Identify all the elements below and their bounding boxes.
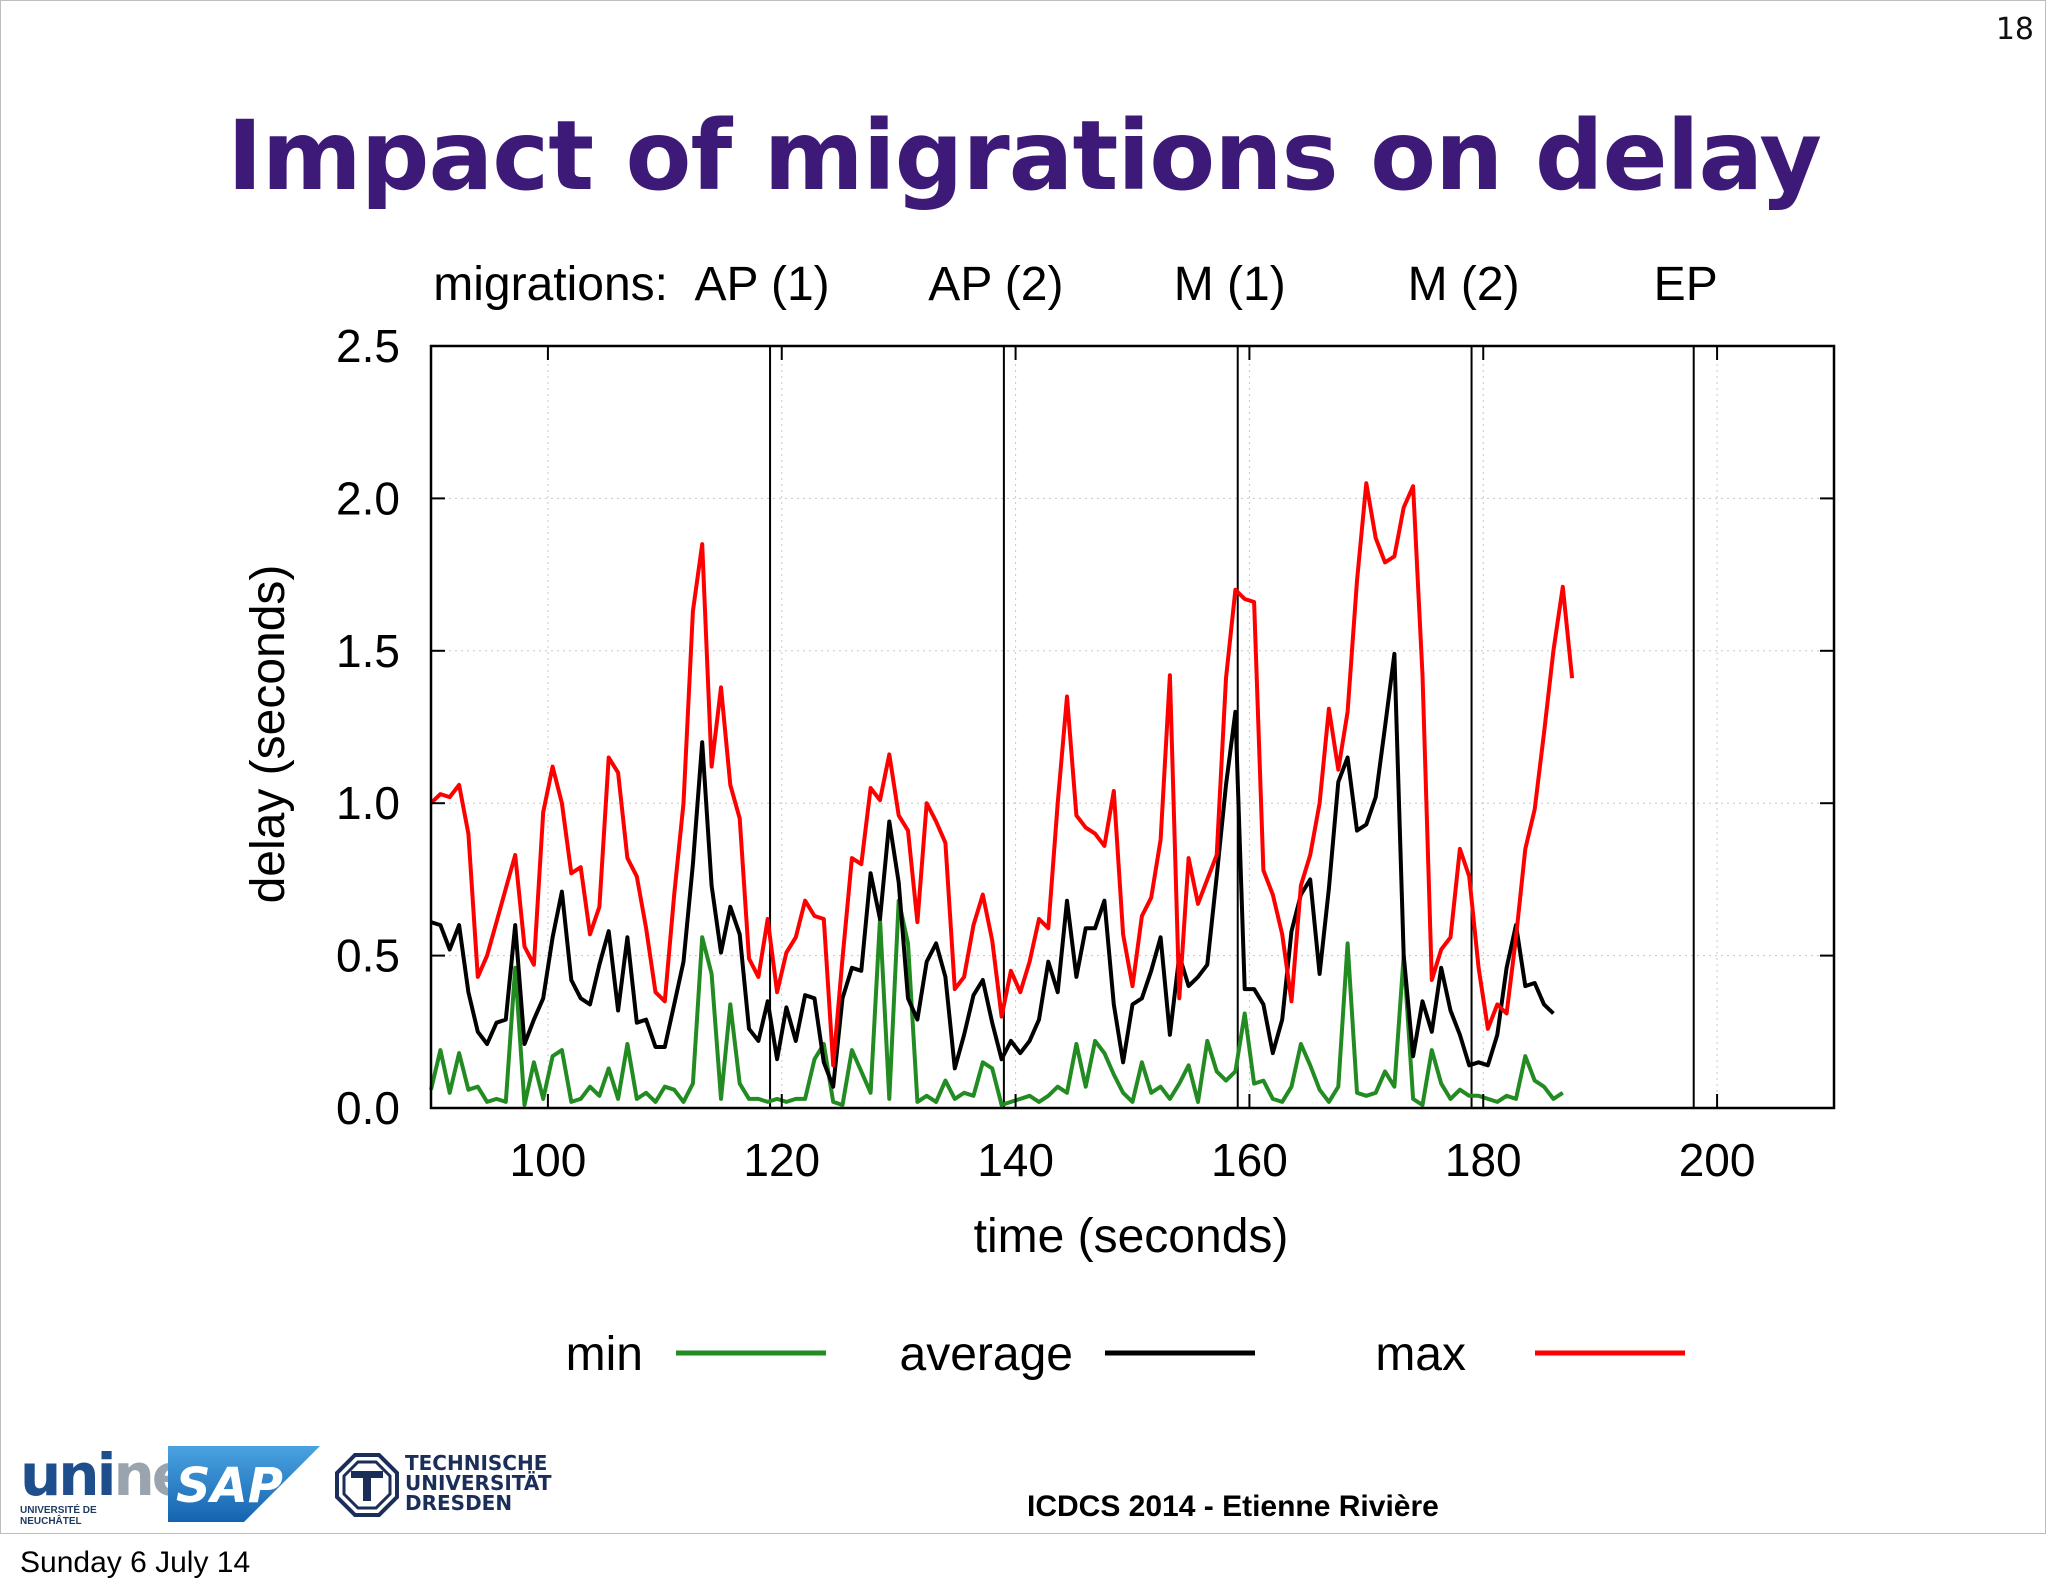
y-tick-label-0.0: 0.0 bbox=[336, 1082, 400, 1134]
y-tick-label-0.5: 0.5 bbox=[336, 930, 400, 982]
series-line-max bbox=[429, 481, 1575, 1068]
chart-axes bbox=[429, 344, 1836, 1110]
legend-label-min: min bbox=[566, 1328, 643, 1381]
migration-markers: AP (1) AP (2) M (1) M (2) EP migrations: bbox=[433, 258, 1718, 1108]
slide-title: Impact of migrations on delay bbox=[227, 100, 1822, 212]
unine-logo: unine UNIVERSITÉ DE NEUCHÂTEL bbox=[20, 1445, 191, 1527]
tu-dresden-line-3: DRESDEN bbox=[405, 1491, 513, 1515]
chart-gridlines bbox=[431, 345, 1834, 1109]
unine-logo-sub-1: UNIVERSITÉ DE bbox=[20, 1505, 97, 1516]
x-tick-label-120: 120 bbox=[743, 1134, 820, 1186]
x-tick-label-140: 140 bbox=[977, 1134, 1054, 1186]
slide-number: 18 bbox=[1995, 12, 2034, 47]
y-tick-label-1.0: 1.0 bbox=[336, 777, 400, 829]
x-axis-label: time (seconds) bbox=[974, 1210, 1289, 1263]
footer-credit: ICDCS 2014 - Etienne Rivière bbox=[1027, 1490, 1439, 1523]
series-line-average bbox=[430, 651, 1555, 1089]
x-tick-label-200: 200 bbox=[1679, 1134, 1756, 1186]
migration-label-2: M (1) bbox=[1174, 258, 1286, 311]
migration-label-1: AP (2) bbox=[928, 258, 1063, 311]
footer-date: Sunday 6 July 14 bbox=[20, 1546, 251, 1579]
migrations-caption: migrations: bbox=[433, 258, 668, 311]
migration-label-4: EP bbox=[1654, 258, 1718, 311]
y-tick-label-1.5: 1.5 bbox=[336, 625, 400, 677]
tu-dresden-line-1: TECHNISCHE bbox=[405, 1451, 548, 1475]
chart-legend: min average max bbox=[566, 1328, 1685, 1381]
y-axis-label: delay (seconds) bbox=[242, 565, 295, 904]
migration-label-0: AP (1) bbox=[694, 258, 829, 311]
x-tick-label-100: 100 bbox=[510, 1134, 587, 1186]
x-tick-label-180: 180 bbox=[1445, 1134, 1522, 1186]
y-tick-label-2.0: 2.0 bbox=[336, 472, 400, 524]
x-tick-label-160: 160 bbox=[1211, 1134, 1288, 1186]
legend-label-max: max bbox=[1375, 1328, 1466, 1381]
sap-logo-text: SAP bbox=[176, 1458, 283, 1514]
y-tick-label-2.5: 2.5 bbox=[336, 320, 400, 372]
series-line-min bbox=[429, 898, 1564, 1107]
migration-label-3: M (2) bbox=[1408, 258, 1520, 311]
tu-dresden-logo: TECHNISCHE UNIVERSITÄT DRESDEN bbox=[335, 1449, 555, 1521]
legend-label-average: average bbox=[900, 1328, 1073, 1381]
unine-logo-dark: uni bbox=[20, 1441, 116, 1509]
chart-series bbox=[429, 481, 1575, 1107]
sap-logo: SAP bbox=[168, 1446, 320, 1522]
unine-logo-sub-2: NEUCHÂTEL bbox=[20, 1516, 82, 1527]
slide bbox=[0, 0, 2046, 1534]
tu-dresden-seal-icon bbox=[335, 1453, 399, 1517]
plot-frame bbox=[429, 344, 1836, 1110]
tu-dresden-line-2: UNIVERSITÄT bbox=[405, 1471, 552, 1495]
chart-labels: 100 120 140 160 180 200 0.0 0.5 1.0 1.5 2.0 2.5 time… bbox=[242, 320, 1755, 1263]
